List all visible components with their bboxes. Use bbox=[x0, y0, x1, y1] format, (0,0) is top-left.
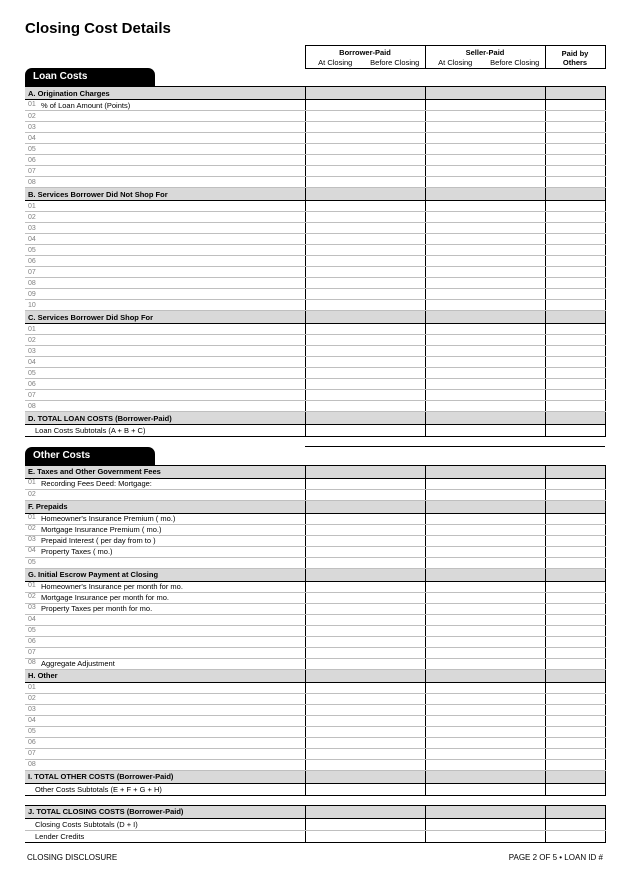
section-h-row: 05 bbox=[25, 726, 605, 737]
col-seller-paid: Seller-Paid bbox=[425, 46, 545, 58]
section-i-total: I. TOTAL OTHER COSTS (Borrower-Paid) bbox=[25, 770, 605, 783]
loan-costs-pill: Loan Costs bbox=[25, 68, 155, 86]
col-sp-before-closing: Before Closing bbox=[485, 57, 545, 68]
closing-cost-table: Borrower-Paid Seller-Paid Paid by Others… bbox=[25, 45, 606, 843]
section-c-header: C. Services Borrower Did Shop For bbox=[25, 311, 605, 324]
other-costs-pill: Other Costs bbox=[25, 447, 155, 465]
section-c-row: 08 bbox=[25, 401, 605, 412]
section-i-subtotal: Other Costs Subtotals (E + F + G + H) bbox=[25, 783, 605, 795]
col-sp-at-closing: At Closing bbox=[425, 57, 485, 68]
section-b-row: 02 bbox=[25, 212, 605, 223]
section-b-row: 03 bbox=[25, 223, 605, 234]
section-f-row: 04Property Taxes ( mo.) bbox=[25, 546, 605, 557]
col-borrower-paid: Borrower-Paid bbox=[305, 46, 425, 58]
section-e-row: 01Recording Fees Deed: Mortgage: bbox=[25, 478, 605, 489]
section-b-row: 07 bbox=[25, 267, 605, 278]
section-g-row: 03Property Taxes per month for mo. bbox=[25, 603, 605, 614]
section-g-header: G. Initial Escrow Payment at Closing bbox=[25, 568, 605, 581]
section-g-row: 02Mortgage Insurance per month for mo. bbox=[25, 592, 605, 603]
section-a-row: 06 bbox=[25, 155, 605, 166]
section-b-header: B. Services Borrower Did Not Shop For bbox=[25, 188, 605, 201]
section-a-row: 07 bbox=[25, 166, 605, 177]
section-g-row: 05 bbox=[25, 625, 605, 636]
page-footer: CLOSING DISCLOSURE PAGE 2 OF 5 • LOAN ID… bbox=[25, 853, 605, 862]
section-g-row: 07 bbox=[25, 647, 605, 658]
section-d-subtotal: Loan Costs Subtotals (A + B + C) bbox=[25, 425, 605, 437]
section-h-row: 03 bbox=[25, 704, 605, 715]
section-h-header: H. Other bbox=[25, 669, 605, 682]
col-paid-by-others: Paid by Others bbox=[545, 46, 605, 69]
section-h-row: 08 bbox=[25, 759, 605, 770]
col-bp-before-closing: Before Closing bbox=[365, 57, 425, 68]
section-h-row: 01 bbox=[25, 682, 605, 693]
section-f-row: 02Mortgage Insurance Premium ( mo.) bbox=[25, 524, 605, 535]
section-a-header: A. Origination Charges bbox=[25, 87, 605, 100]
section-b-row: 10 bbox=[25, 300, 605, 311]
section-c-row: 02 bbox=[25, 335, 605, 346]
section-b-row: 06 bbox=[25, 256, 605, 267]
section-f-row: 03Prepaid Interest ( per day from to ) bbox=[25, 535, 605, 546]
section-a-row: 01% of Loan Amount (Points) bbox=[25, 100, 605, 111]
section-c-row: 07 bbox=[25, 390, 605, 401]
section-e-header: E. Taxes and Other Government Fees bbox=[25, 465, 605, 478]
loan-costs-pill-row: Loan Costs bbox=[25, 68, 605, 87]
section-h-row: 06 bbox=[25, 737, 605, 748]
section-j-sub1: Closing Costs Subtotals (D + I) bbox=[25, 818, 605, 830]
section-b-row: 04 bbox=[25, 234, 605, 245]
section-f-row: 05 bbox=[25, 557, 605, 568]
section-a-row: 03 bbox=[25, 122, 605, 133]
other-costs-pill-row: Other Costs bbox=[25, 447, 605, 466]
section-f-header: F. Prepaids bbox=[25, 500, 605, 513]
section-h-row: 07 bbox=[25, 748, 605, 759]
section-g-row: 06 bbox=[25, 636, 605, 647]
section-a-row: 08 bbox=[25, 177, 605, 188]
section-j-total: J. TOTAL CLOSING COSTS (Borrower-Paid) bbox=[25, 805, 605, 818]
section-g-row: 01Homeowner's Insurance per month for mo… bbox=[25, 581, 605, 592]
section-c-row: 04 bbox=[25, 357, 605, 368]
section-b-row: 01 bbox=[25, 201, 605, 212]
column-header-row-1: Borrower-Paid Seller-Paid Paid by Others bbox=[25, 46, 605, 58]
section-j-sub2: Lender Credits bbox=[25, 830, 605, 842]
footer-left: CLOSING DISCLOSURE bbox=[27, 853, 117, 862]
section-g-row: 08Aggregate Adjustment bbox=[25, 658, 605, 669]
footer-right: PAGE 2 OF 5 • LOAN ID # bbox=[509, 853, 603, 862]
section-d-total: D. TOTAL LOAN COSTS (Borrower-Paid) bbox=[25, 412, 605, 425]
page-title: Closing Cost Details bbox=[25, 20, 605, 37]
section-h-row: 02 bbox=[25, 693, 605, 704]
section-a-row: 05 bbox=[25, 144, 605, 155]
section-a-row: 02 bbox=[25, 111, 605, 122]
section-a-row: 04 bbox=[25, 133, 605, 144]
section-c-row: 05 bbox=[25, 368, 605, 379]
section-h-row: 04 bbox=[25, 715, 605, 726]
section-b-row: 05 bbox=[25, 245, 605, 256]
col-bp-at-closing: At Closing bbox=[305, 57, 365, 68]
section-b-row: 08 bbox=[25, 278, 605, 289]
section-g-row: 04 bbox=[25, 614, 605, 625]
section-e-row: 02 bbox=[25, 489, 605, 500]
section-b-row: 09 bbox=[25, 289, 605, 300]
section-c-row: 01 bbox=[25, 324, 605, 335]
section-c-row: 03 bbox=[25, 346, 605, 357]
section-f-row: 01Homeowner's Insurance Premium ( mo.) bbox=[25, 513, 605, 524]
column-header-row-2: At Closing Before Closing At Closing Bef… bbox=[25, 57, 605, 68]
section-c-row: 06 bbox=[25, 379, 605, 390]
